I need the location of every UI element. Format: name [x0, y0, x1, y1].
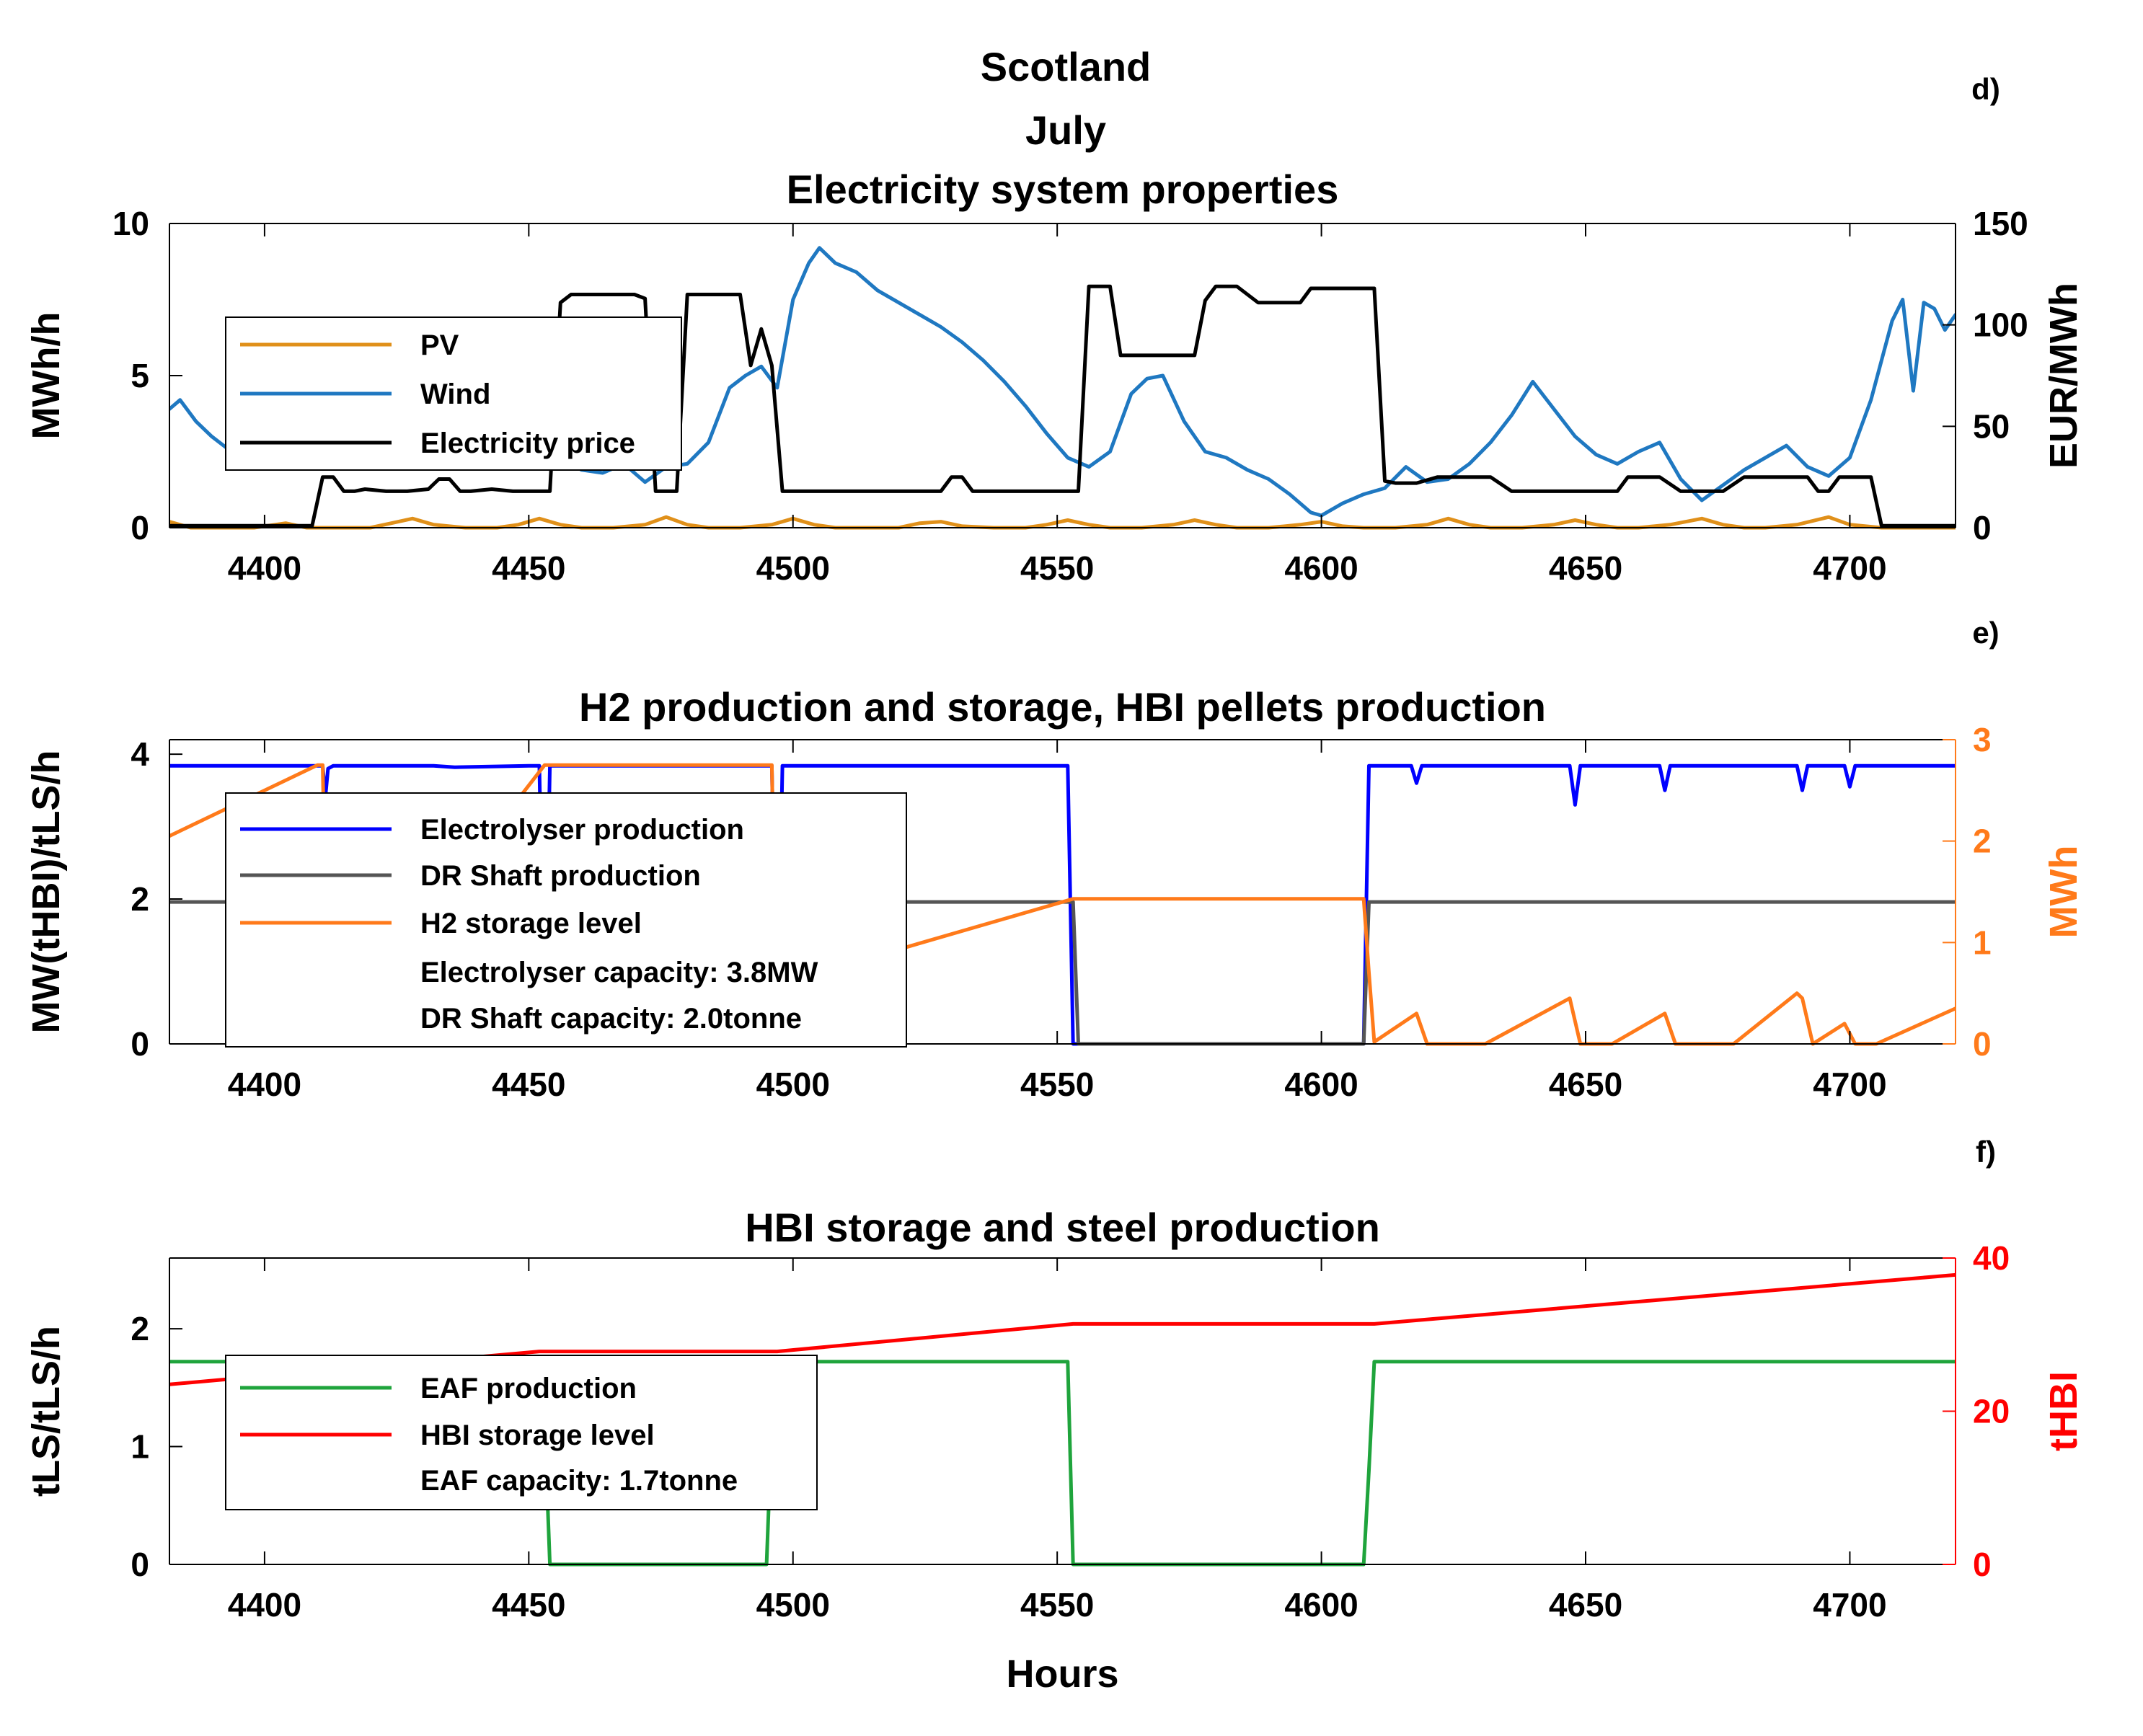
- legend-label-electrolyser: Electrolyser production: [420, 814, 744, 846]
- legend-label-eaf: EAF production: [420, 1373, 637, 1404]
- y-tick-label: 0: [131, 509, 149, 546]
- panel-d: d) Electricity system properties 4400 4450 4…: [25, 72, 2085, 587]
- x-axis-label: Hours: [1006, 1652, 1118, 1696]
- y-tick-label: 4: [131, 735, 149, 773]
- legend: PV Wind Electricity price: [225, 316, 682, 471]
- y-tick-label: 0: [131, 1546, 149, 1583]
- legend-box: [225, 792, 907, 1048]
- y-right-tick-label: 0: [1973, 1546, 1992, 1583]
- x-tick-label: 4650: [1549, 1586, 1622, 1624]
- panel-e: e) H2 production and storage, HBI pellets…: [25, 616, 2085, 1103]
- y-right-tick-label: 0: [1973, 509, 1992, 546]
- chart-title: H2 production and storage, HBI pellets p…: [579, 684, 1546, 730]
- x-tick-label: 4550: [1020, 549, 1094, 587]
- figure-title-line-1: Scotland: [981, 44, 1151, 89]
- x-tick-label: 4400: [228, 549, 301, 587]
- chart-title: HBI storage and steel production: [745, 1205, 1380, 1250]
- panel-label: e): [1972, 616, 1999, 650]
- y-right-axis-label: MWh: [2042, 846, 2085, 939]
- y-right-tick-label: 50: [1973, 407, 2010, 445]
- legend: Electrolyser production DR Shaft producti…: [225, 792, 907, 1048]
- y-right-tick-label: 3: [1973, 721, 1992, 758]
- y-tick-label: 2: [131, 1310, 149, 1347]
- y-tick-label: 5: [131, 357, 149, 394]
- y-right-tick-label: 150: [1973, 205, 2028, 242]
- y-right-tick-label: 0: [1973, 1025, 1992, 1063]
- x-tick-label: 4450: [492, 1586, 565, 1624]
- y-tick-label: 10: [112, 205, 149, 242]
- series-price-line: [169, 284, 1956, 528]
- panel-f: f) HBI storage and steel production 4400 44…: [25, 1135, 2085, 1696]
- y-right-tick-label: 40: [1973, 1239, 2010, 1277]
- y-right-tick-label: 1: [1973, 924, 1992, 961]
- x-tick-label: 4650: [1549, 549, 1622, 587]
- legend-label-price: Electricity price: [420, 428, 635, 459]
- legend-note: Electrolyser capacity: 3.8MW: [420, 957, 818, 988]
- legend-box: [225, 1355, 818, 1510]
- x-tick-label: 4500: [756, 1066, 830, 1103]
- y-tick-label: 0: [131, 1025, 149, 1063]
- panel-label: f): [1976, 1135, 1996, 1169]
- x-tick-label: 4450: [492, 549, 565, 587]
- legend-note: DR Shaft capacity: 2.0tonne: [420, 1003, 802, 1035]
- y-axis-label: MWh/h: [25, 312, 68, 440]
- x-tick-label: 4700: [1813, 1586, 1886, 1624]
- x-tick-label: 4550: [1020, 1586, 1094, 1624]
- figure-title-line-2: July: [1025, 107, 1106, 153]
- x-tick-label: 4600: [1284, 1066, 1358, 1103]
- series-pv-line: [169, 515, 1956, 530]
- legend-label-h2_storage: H2 storage level: [420, 908, 642, 939]
- legend-label-pv: PV: [420, 329, 459, 361]
- y-right-axis-label: EUR/MWh: [2042, 283, 2085, 469]
- chart-title: Electricity system properties: [787, 167, 1339, 212]
- legend-label-hbi_storage: HBI storage level: [420, 1420, 655, 1451]
- x-tick-label: 4500: [756, 549, 830, 587]
- y-right-tick-label: 100: [1973, 306, 2028, 344]
- y-tick-label: 1: [131, 1428, 149, 1466]
- y-right-axis-label: tHBI: [2042, 1371, 2085, 1451]
- legend-note: EAF capacity: 1.7tonne: [420, 1465, 738, 1497]
- y-axis-label: tLS/tLS/h: [25, 1326, 68, 1497]
- x-tick-label: 4650: [1549, 1066, 1622, 1103]
- x-tick-label: 4600: [1284, 549, 1358, 587]
- x-tick-label: 4450: [492, 1066, 565, 1103]
- x-tick-label: 4550: [1020, 1066, 1094, 1103]
- x-tick-label: 4600: [1284, 1586, 1358, 1624]
- y-tick-label: 2: [131, 880, 149, 918]
- y-axis-label: MW(tHBI)/tLS/h: [25, 750, 68, 1034]
- legend: EAF production HBI storage level EAF capac…: [225, 1355, 818, 1510]
- x-tick-label: 4700: [1813, 549, 1886, 587]
- x-tick-label: 4400: [228, 1066, 301, 1103]
- y-right-tick-label: 20: [1973, 1393, 2010, 1430]
- y-right-tick-label: 2: [1973, 823, 1992, 860]
- legend-label-wind: Wind: [420, 378, 490, 410]
- x-tick-label: 4700: [1813, 1066, 1886, 1103]
- panel-label: d): [1971, 72, 2000, 106]
- legend-label-dr_shaft: DR Shaft production: [420, 860, 701, 892]
- x-tick-label: 4400: [228, 1586, 301, 1624]
- x-tick-label: 4500: [756, 1586, 830, 1624]
